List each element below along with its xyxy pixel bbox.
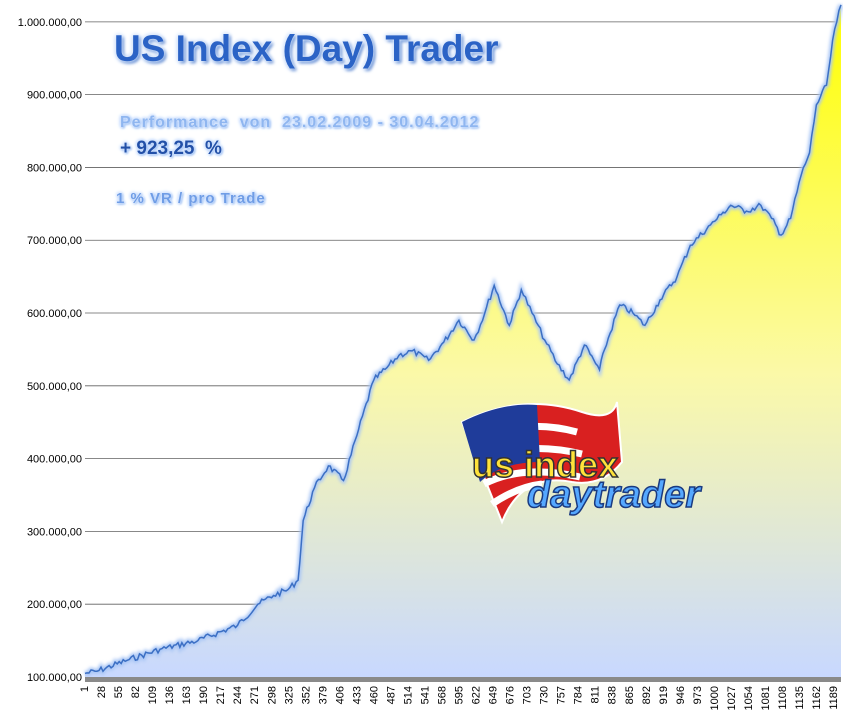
risk-per-trade: 1 % VR / pro Trade [116, 190, 266, 207]
x-tick-label: 28 [96, 686, 108, 698]
x-tick-label: 1027 [726, 686, 738, 710]
y-axis: 100.000,00 200.000,00 300.000,00 400.000,00… [18, 17, 82, 684]
x-tick-label: 514 [402, 686, 414, 704]
x-tick-label: 433 [351, 686, 363, 704]
svg-text:us index: us index [472, 444, 618, 485]
chart-title: US Index (Day) Trader [114, 28, 499, 69]
x-tick-label: 784 [573, 686, 585, 704]
x-tick-label: 541 [419, 686, 431, 704]
x-tick-label: 325 [283, 686, 295, 704]
x-tick-label: 892 [641, 686, 653, 704]
y-tick-label: 200.000,00 [27, 599, 82, 611]
x-tick-label: 1081 [760, 686, 772, 710]
x-tick-label: 271 [249, 686, 261, 704]
y-tick-label: 400.000,00 [27, 454, 82, 466]
x-axis: 1 28 55 82 109 136 163 190 217 244 271 298 325 352 379… [79, 686, 840, 710]
x-tick-label: 82 [130, 686, 142, 698]
gridlines [85, 21, 841, 605]
x-tick-label: 595 [454, 686, 466, 704]
x-tick-label: 973 [692, 686, 704, 704]
y-tick-label: 500.000,00 [27, 381, 82, 393]
x-tick-label: 1108 [777, 686, 789, 710]
x-tick-label: 919 [658, 686, 670, 704]
x-tick-label: 298 [266, 686, 278, 704]
x-tick-label: 730 [539, 686, 551, 704]
x-tick-label: 136 [164, 686, 176, 704]
x-tick-label: 379 [317, 686, 329, 704]
x-axis-bar [85, 677, 841, 682]
x-tick-label: 568 [437, 686, 449, 704]
x-tick-label: 163 [181, 686, 193, 704]
y-tick-label: 800.000,00 [27, 162, 82, 174]
svg-text:daytrader: daytrader [527, 474, 702, 516]
x-tick-label: 1054 [743, 686, 755, 710]
x-tick-label: 1000 [709, 686, 721, 710]
x-tick-label: 55 [113, 686, 125, 698]
x-tick-label: 946 [675, 686, 687, 704]
x-tick-label: 487 [385, 686, 397, 704]
x-tick-label: 838 [607, 686, 619, 704]
x-tick-label: 676 [505, 686, 517, 704]
performance-percent: + 923,25 % [120, 138, 222, 159]
x-tick-label: 1135 [794, 686, 806, 710]
x-tick-label: 757 [556, 686, 568, 704]
y-tick-label: 100.000,00 [27, 672, 82, 684]
x-tick-label: 811 [590, 686, 602, 704]
x-tick-label: 1189 [828, 686, 840, 710]
y-tick-label: 1.000.000,00 [18, 17, 82, 29]
x-tick-label: 703 [522, 686, 534, 704]
y-tick-label: 300.000,00 [27, 526, 82, 538]
x-tick-label: 406 [334, 686, 346, 704]
y-tick-label: 900.000,00 [27, 90, 82, 102]
y-tick-label: 700.000,00 [27, 235, 82, 247]
x-tick-label: 865 [624, 686, 636, 704]
x-tick-label: 622 [471, 686, 483, 704]
x-tick-label: 244 [232, 686, 244, 704]
series-line [84, 4, 842, 675]
x-tick-label: 1 [79, 686, 91, 692]
x-tick-label: 1162 [811, 686, 823, 710]
x-tick-label: 217 [215, 686, 227, 704]
x-tick-label: 649 [488, 686, 500, 704]
series-area [85, 4, 841, 677]
x-tick-label: 352 [300, 686, 312, 704]
y-tick-label: 600.000,00 [27, 308, 82, 320]
x-tick-label: 190 [198, 686, 210, 704]
x-tick-label: 460 [368, 686, 380, 704]
us-index-daytrader-logo: us index daytrader [460, 401, 703, 525]
performance-period: Performance von 23.02.2009 - 30.04.2012 [120, 114, 480, 131]
x-tick-label: 109 [147, 686, 159, 704]
